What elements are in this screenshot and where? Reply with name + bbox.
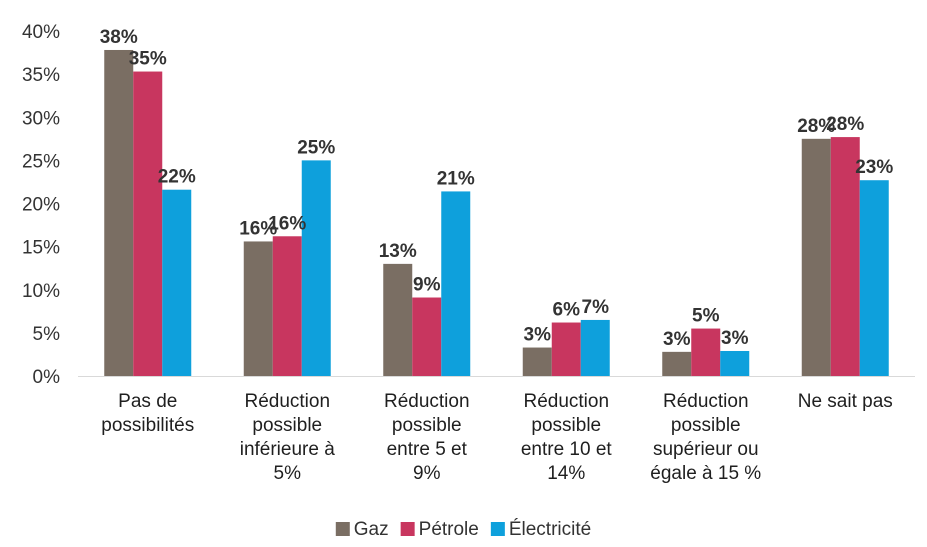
data-label-petrole: 6% [553,300,581,321]
bar-electricite [720,350,750,376]
data-label-gaz: 13% [379,241,417,262]
data-label-gaz: 28% [797,116,835,137]
legend-swatch-electricite [490,522,505,536]
category-label: Réduction possible inférieure à 5% [240,391,335,484]
bar-electricite [301,160,331,376]
data-label-electricite: 7% [582,297,610,318]
bar-petrole [830,137,860,376]
category-label: Réduction possible entre 5 et 9% [384,391,470,484]
legend-swatch-petrole [400,522,415,536]
bar-electricite [162,189,192,376]
data-label-gaz: 3% [663,329,691,350]
y-tick-label: 35% [22,65,60,86]
bar-gaz [104,49,134,376]
y-tick-label: 0% [33,367,61,388]
data-label-electricite: 3% [721,328,749,349]
data-labels: 38%35%22%16%16%25%13%9%21%3%6% 7%3%5%3%28… [100,27,894,350]
y-tick-label: 30% [22,108,60,129]
y-tick-label: 25% [22,151,60,172]
data-label-electricite: 22% [158,167,196,188]
legend-swatch-gaz [335,522,350,536]
y-tick-label: 40% [22,22,60,43]
bar-gaz [243,241,273,376]
bar-petrole [551,322,581,376]
y-tick-label: 10% [22,281,60,302]
data-label-electricite: 23% [855,157,893,178]
data-label-petrole: 5% [692,306,720,327]
legend-label-electricite: Électricité [509,519,591,540]
data-label-petrole: 16% [268,213,306,234]
category-label: Pas de possibilités [101,391,194,436]
bar-electricite [859,180,889,376]
data-label-petrole: 28% [826,114,864,135]
bar-petrole [691,328,721,376]
y-tick-label: 15% [22,238,60,259]
bar-petrole [272,236,302,376]
bar-gaz [801,138,831,376]
y-axis: 0% 5% 10% 15% 20% 25% 30% 35% 40% [22,22,60,388]
data-label-petrole: 35% [129,49,167,70]
bars [104,49,889,376]
data-label-electricite: 21% [437,168,475,189]
legend-label-gaz: Gaz [354,519,389,540]
bar-gaz [662,351,692,376]
category-label: Réduction possible supérieur ou égale à 15 … [650,391,761,484]
y-tick-label: 5% [33,324,61,345]
bar-electricite [580,319,610,376]
bar-gaz [383,263,413,376]
legend: Gaz Pétrole Électricité [335,519,591,540]
data-label-gaz: 38% [100,27,138,48]
bar-petrole [412,297,442,376]
data-label-gaz: 16% [239,218,277,239]
legend-label-petrole: Pétrole [419,519,479,540]
bar-electricite [441,191,471,376]
data-label-petrole: 9% [413,275,441,296]
data-label-electricite: 25% [297,137,335,158]
data-label-gaz: 3% [524,325,552,346]
x-axis: Pas de possibilités Réduction possible infér… [78,376,915,484]
y-tick-label: 20% [22,195,60,216]
category-label: Ne sait pas [798,391,893,412]
bar-petrole [133,71,163,376]
bar-gaz [522,347,552,376]
category-label: Réduction possible entre 10 et 14% [521,391,613,484]
